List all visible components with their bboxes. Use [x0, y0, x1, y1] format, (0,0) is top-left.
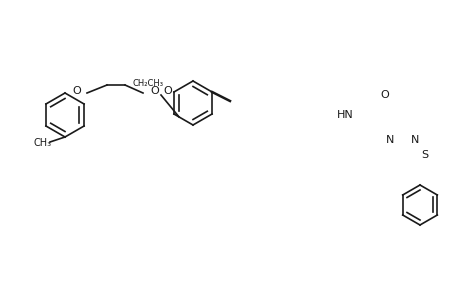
Text: O: O	[163, 86, 172, 96]
Text: HN: HN	[336, 110, 353, 120]
Text: CH₃: CH₃	[34, 138, 52, 148]
Text: O: O	[73, 86, 81, 96]
Text: N: N	[385, 135, 393, 145]
Text: S: S	[420, 150, 428, 160]
Text: CH₂CH₃: CH₂CH₃	[132, 79, 163, 88]
Text: O: O	[380, 90, 388, 100]
Text: N: N	[410, 135, 418, 145]
Text: O: O	[150, 86, 159, 96]
